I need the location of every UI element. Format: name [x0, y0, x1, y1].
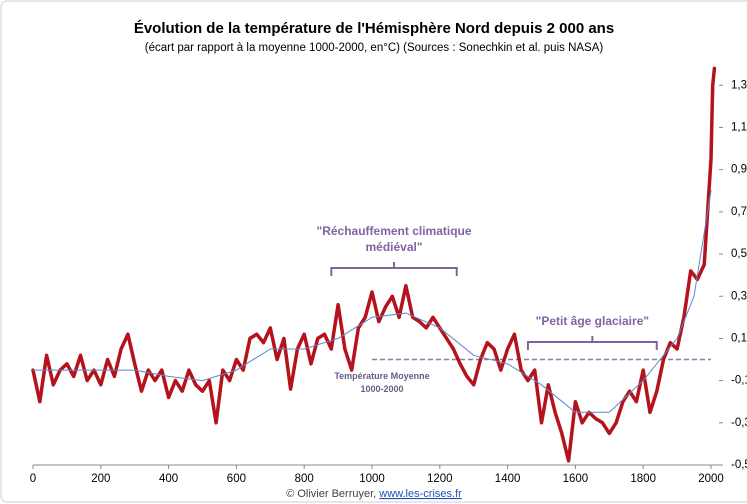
y-tick-label: 0,7 — [731, 206, 747, 218]
series-line — [31, 66, 717, 463]
bracket — [526, 336, 658, 350]
mean-label: 1000-2000 — [360, 384, 403, 394]
chart-subtitle: (écart par rapport à la moyenne 1000-200… — [145, 42, 604, 54]
credit: © Olivier Berruyer, www.les-crises.fr — [286, 488, 462, 500]
y-tick-label: -0,1 — [731, 375, 747, 387]
y-tick-label: -0,3 — [731, 417, 747, 429]
mean-label: Température Moyenne — [334, 371, 429, 381]
x-tick-label: 1000 — [359, 473, 385, 485]
y-tick-label: 1,3 — [731, 79, 747, 91]
credit-text: © Olivier Berruyer, — [286, 488, 379, 500]
annotation: "Petit âge glaciaire" — [536, 314, 649, 328]
x-tick-label: 400 — [159, 473, 178, 485]
y-tick-label: -0,5 — [731, 459, 747, 471]
y-tick-label: 0,5 — [731, 248, 747, 260]
x-tick-label: 1400 — [495, 473, 521, 485]
credit-link[interactable]: www.les-crises.fr — [378, 488, 462, 500]
y-tick-label: 0,9 — [731, 164, 747, 176]
x-tick-label: 1600 — [563, 473, 589, 485]
x-tick-label: 2000 — [698, 473, 724, 485]
annotation: "Réchauffement climatique — [317, 224, 472, 238]
x-tick-label: 600 — [227, 473, 246, 485]
y-tick-label: 0,3 — [731, 290, 747, 302]
annotation: médiéval" — [366, 240, 423, 254]
y-tick-label: 0,1 — [731, 332, 747, 344]
series-line — [32, 190, 712, 413]
y-tick-label: 1,1 — [731, 122, 747, 134]
x-tick-label: 1200 — [427, 473, 453, 485]
bracket — [330, 262, 458, 276]
chart-title: Évolution de la température de l'Hémisph… — [134, 20, 614, 37]
x-tick-label: 0 — [30, 473, 36, 485]
x-tick-label: 800 — [295, 473, 314, 485]
x-tick-label: 200 — [91, 473, 110, 485]
x-tick-label: 1800 — [630, 473, 656, 485]
